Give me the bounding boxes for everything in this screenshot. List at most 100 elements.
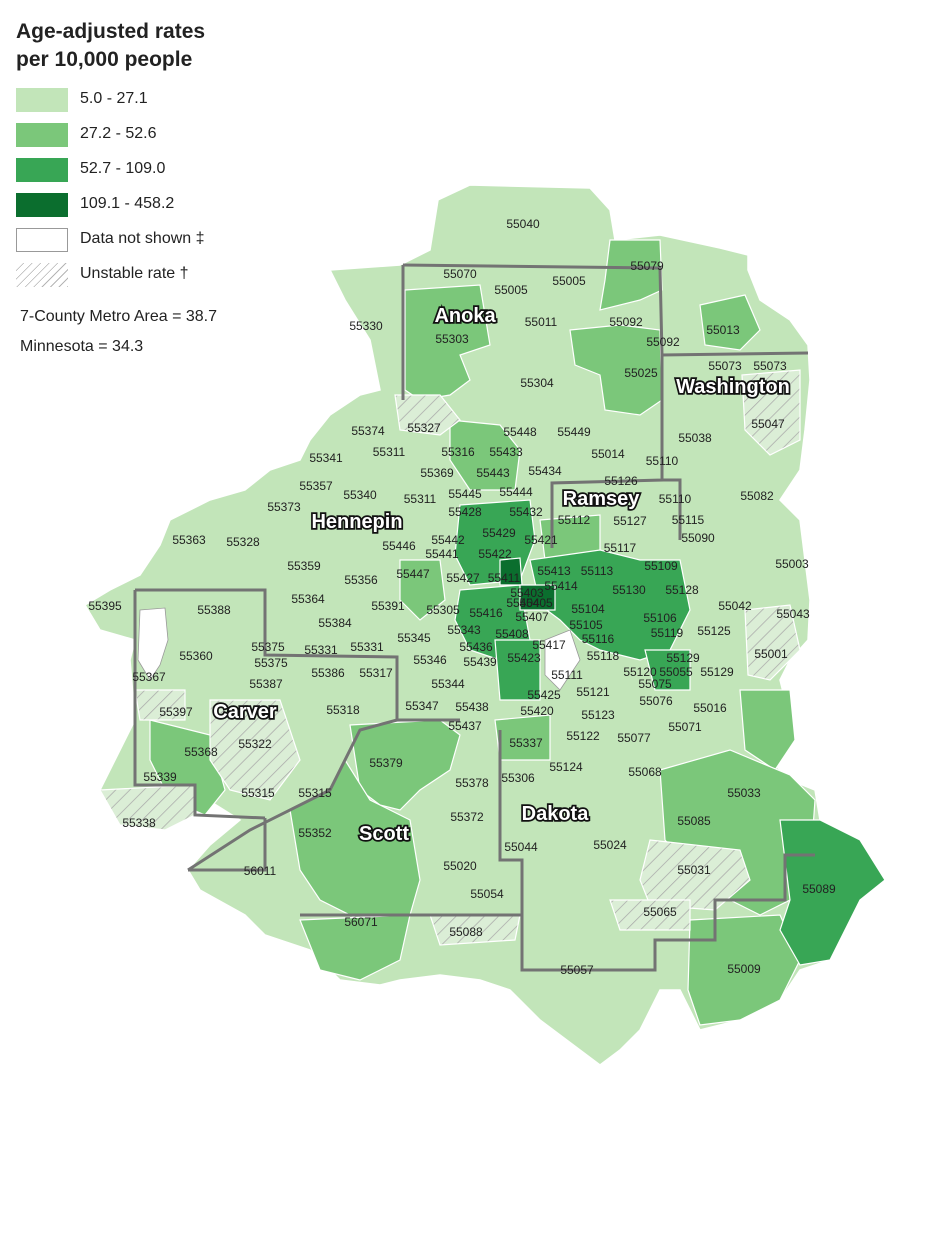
county-labels: Anoka Washington Ramsey Hennepin Carver … <box>212 303 792 847</box>
zip-label: 55317 <box>359 666 393 680</box>
legend-swatch <box>16 193 68 217</box>
legend-title-line1: Age-adjusted rates <box>16 20 206 43</box>
zip-label: 55368 <box>184 745 218 759</box>
legend-item-class3: 52.7 - 109.0 <box>16 158 276 182</box>
zip-label: 55001 <box>754 647 788 661</box>
zip-label: 55128 <box>665 583 699 597</box>
zip-label: 55417 <box>532 638 566 652</box>
zip-label: 55446 <box>382 539 416 553</box>
zip-label: 55110 <box>646 454 679 468</box>
zip-label: 55386 <box>311 666 345 680</box>
metro-rate-text: 7-County Metro Area = 38.7 <box>20 308 217 325</box>
zip-label: 55089 <box>802 882 836 896</box>
zip-label: 55428 <box>448 505 482 519</box>
zip-label: 55356 <box>344 573 378 587</box>
zip-label: 55014 <box>591 447 625 461</box>
zip-label: 55111 <box>551 668 583 682</box>
zip-label: 55338 <box>122 816 156 830</box>
county-label-dakota: Dakota <box>522 803 590 825</box>
zip-label: 55421 <box>524 533 558 547</box>
zip-label: 55429 <box>482 526 516 540</box>
zip-label: 55420 <box>520 704 554 718</box>
zip-label: 55043 <box>776 607 810 621</box>
zip-label: 55432 <box>509 505 543 519</box>
zip-label: 55408 <box>495 627 529 641</box>
zip-label: 55344 <box>431 677 465 691</box>
zip-label: 55106 <box>643 611 677 625</box>
no-data-zone <box>544 629 581 691</box>
zip-label: 55065 <box>643 905 677 919</box>
county-label-ramsey: Ramsey <box>563 488 641 510</box>
zip-label: 55448 <box>503 425 537 439</box>
zip-label: 55445 <box>448 487 482 501</box>
zip-label: 55303 <box>435 332 469 346</box>
zip-label: 55306 <box>501 771 535 785</box>
zip-label: 55112 <box>558 513 591 527</box>
zip-label: 55315 <box>298 786 332 800</box>
zip-label: 55070 <box>443 267 477 281</box>
legend-label: Unstable rate † <box>80 265 189 282</box>
zip-label: 55120 <box>623 665 657 679</box>
zip-label: 55125 <box>697 624 731 638</box>
zip-label: 55369 <box>420 466 454 480</box>
zip-label: 55395 <box>88 599 122 613</box>
zip-label: 55374 <box>351 424 385 438</box>
zip-label: 55330 <box>349 319 383 333</box>
zip-label: 55024 <box>593 838 627 852</box>
zip-label: 55013 <box>706 323 740 337</box>
zip-label: 55077 <box>617 731 651 745</box>
zip-label: 55311 <box>373 445 406 459</box>
zip-label: 55375 <box>254 656 288 670</box>
zip-label: 55090 <box>681 531 715 545</box>
legend-title-line2: per 10,000 people <box>16 48 193 71</box>
zip-label: 55055 <box>659 665 693 679</box>
zip-label: 55116 <box>582 632 615 646</box>
zip-label: 55076 <box>639 694 673 708</box>
zip-label: 55387 <box>249 677 283 691</box>
county-label-carver: Carver <box>213 701 277 723</box>
zip-label: 55129 <box>700 665 734 679</box>
zip-label: 55038 <box>678 431 712 445</box>
county-label-scott: Scott <box>359 823 409 845</box>
zip-label: 55117 <box>604 541 637 555</box>
zip-label: 56071 <box>344 915 378 929</box>
zip-label: 55425 <box>527 688 561 702</box>
legend-label: 109.1 - 458.2 <box>80 195 175 212</box>
zip-label: 55316 <box>441 445 475 459</box>
zip-label: 55113 <box>581 564 614 578</box>
zip-label: 55031 <box>677 863 711 877</box>
zip-label: 55447 <box>396 567 430 581</box>
zip-label: 55397 <box>159 705 193 719</box>
zip-label: 55384 <box>318 616 352 630</box>
zip-label: 55092 <box>609 315 643 329</box>
zip-label: 55005 <box>494 283 528 297</box>
legend-label: 52.7 - 109.0 <box>80 160 166 177</box>
zip-label: 55345 <box>397 631 431 645</box>
zip-label: 55378 <box>455 776 489 790</box>
zip-label: 55122 <box>566 729 600 743</box>
legend-swatch <box>16 263 68 287</box>
zip-label: 55337 <box>509 736 543 750</box>
zip-label: 55311 <box>404 492 437 506</box>
zip-label: 55444 <box>499 485 533 499</box>
zip-label: 55411 <box>488 571 521 585</box>
zip-label: 55129 <box>666 651 700 665</box>
zip-label: 55042 <box>718 599 752 613</box>
zip-label: 55360 <box>179 649 213 663</box>
zip-label: 55339 <box>143 770 177 784</box>
zip-label: 56011 <box>244 864 277 878</box>
zip-label: 55437 <box>448 719 482 733</box>
zip-label: 55073 <box>708 359 742 373</box>
zip-label: 55123 <box>581 708 615 722</box>
zip-label: 55352 <box>298 826 332 840</box>
zip-label: 55305 <box>426 603 460 617</box>
legend-item-unstable: Unstable rate † <box>16 263 276 287</box>
zip-label: 55040 <box>506 217 540 231</box>
zip-label: 55079 <box>630 259 664 273</box>
zip-label: 55057 <box>560 963 594 977</box>
legend-label: Data not shown ‡ <box>80 230 205 247</box>
zip-label: 55439 <box>463 655 497 669</box>
county-label-anoka: Anoka <box>434 305 496 327</box>
zip-label: 55433 <box>489 445 523 459</box>
